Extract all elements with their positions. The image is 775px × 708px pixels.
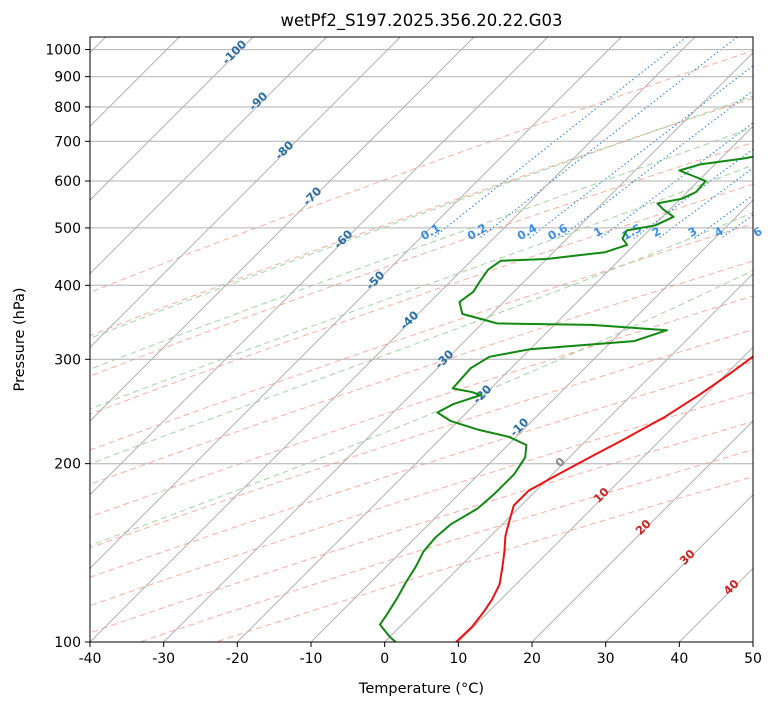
- mixing-ratio-label: 0.1: [418, 221, 443, 243]
- y-tick-label: 900: [54, 70, 81, 86]
- isotherm-label: -90: [246, 89, 271, 114]
- x-tick-label: -20: [226, 651, 249, 667]
- moist-adiabat: [90, 95, 753, 339]
- x-axis: -40 -30 -20 -10 0 10 20 30 40 50: [79, 642, 762, 667]
- isotherm: [90, 37, 549, 496]
- mixing-ratio-line: [694, 194, 753, 239]
- isotherm-label: 10: [591, 485, 612, 506]
- background-lines: [90, 37, 775, 642]
- mixing-ratio-line: [432, 37, 688, 239]
- isotherm-label: 30: [677, 547, 698, 568]
- moist-adiabat: [90, 126, 753, 370]
- x-tick-label: -40: [79, 651, 102, 667]
- profile-line: [455, 355, 753, 642]
- isotherm-label: -50: [363, 268, 388, 293]
- dry-adiabat: [90, 50, 753, 293]
- dry-adiabat: [90, 295, 753, 518]
- isotherm-label: -20: [470, 382, 495, 407]
- dry-adiabat: [90, 260, 753, 485]
- moist-adiabat: [90, 164, 753, 410]
- y-tick-label: 100: [54, 635, 81, 651]
- x-tick-label: -30: [152, 651, 175, 667]
- isotherm: [752, 641, 753, 642]
- plot-frame: [89, 36, 754, 643]
- mixing-ratio-line: [720, 214, 753, 239]
- isotherm-label: -60: [331, 227, 356, 252]
- mixing-ratio-label: 0.2: [465, 221, 490, 243]
- isotherm: [310, 199, 753, 642]
- isotherm: [457, 346, 753, 642]
- moist-adiabat: [90, 269, 753, 547]
- isotherm: [678, 567, 753, 642]
- isotherm-label: 40: [721, 577, 742, 598]
- isotherm: [90, 37, 622, 570]
- x-tick-label: 40: [670, 651, 688, 667]
- y-tick-label: 400: [54, 278, 81, 294]
- dry-adiabat: [90, 142, 753, 377]
- x-tick-label: -10: [300, 651, 323, 667]
- mixing-ratio-line: [760, 37, 775, 238]
- isotherm-label: -30: [432, 347, 457, 372]
- profiles: [379, 155, 753, 642]
- dry-adiabat: [90, 97, 753, 337]
- mixing-ratio-label: 1: [591, 224, 605, 240]
- grid: [90, 37, 753, 642]
- y-tick-label: 300: [54, 352, 81, 368]
- isotherm: [90, 37, 475, 422]
- mixing-ratio-line: [658, 167, 753, 239]
- dry-adiabat: [90, 183, 753, 415]
- y-axis-title: Pressure (hPa): [12, 287, 28, 391]
- x-tick-label: 50: [744, 651, 762, 667]
- isotherm-label: 0: [552, 454, 568, 470]
- mixing-ratio-label: 0.4: [515, 221, 540, 243]
- y-axis: 100 200 300 400 500 600 700 800 900 1000: [45, 43, 90, 651]
- y-tick-label: 500: [54, 221, 81, 237]
- x-tick-label: 10: [449, 651, 467, 667]
- isopleth-labels: 0.10.20.40.611.52346810131620253036-100-…: [219, 37, 765, 598]
- dry-adiabat: [90, 391, 753, 607]
- y-tick-label: 700: [54, 134, 81, 150]
- x-axis-title: Temperature (°C): [358, 681, 484, 697]
- isotherm: [90, 37, 696, 642]
- isotherm: [90, 37, 254, 201]
- mixing-ratio-label: 4: [712, 224, 726, 240]
- isotherm: [90, 37, 328, 275]
- x-tick-label: 0: [380, 651, 389, 667]
- isotherm: [236, 125, 753, 642]
- mixing-ratio-line: [478, 37, 738, 239]
- mixing-ratio-line: [559, 89, 753, 239]
- y-tick-label: 600: [54, 174, 81, 190]
- isotherm-label: -40: [397, 308, 422, 333]
- x-tick-label: 20: [523, 651, 541, 667]
- y-tick-label: 200: [54, 457, 81, 473]
- y-tick-label: 1000: [45, 43, 81, 59]
- mixing-ratio-line: [599, 122, 753, 239]
- isotherm-label: -70: [300, 184, 325, 209]
- mixing-ratio-label: 3: [685, 224, 699, 240]
- isotherm: [90, 37, 401, 349]
- chart-title: wetPf2_S197.2025.356.20.22.G03: [280, 11, 562, 31]
- dry-adiabat: [90, 223, 753, 451]
- isotherm: [605, 493, 753, 642]
- isotherm: [531, 420, 753, 642]
- isotherm: [384, 272, 753, 642]
- dry-adiabat: [90, 361, 753, 578]
- isotherm: [163, 51, 753, 642]
- profile-line: [379, 155, 753, 642]
- isotherm-label: 20: [633, 517, 654, 538]
- isotherm-label: -100: [219, 37, 249, 67]
- isotherm-label: -10: [507, 415, 532, 440]
- x-tick-label: 30: [597, 651, 615, 667]
- dry-adiabat: [90, 329, 753, 549]
- y-tick-label: 800: [54, 100, 81, 116]
- moist-adiabat: [90, 211, 753, 465]
